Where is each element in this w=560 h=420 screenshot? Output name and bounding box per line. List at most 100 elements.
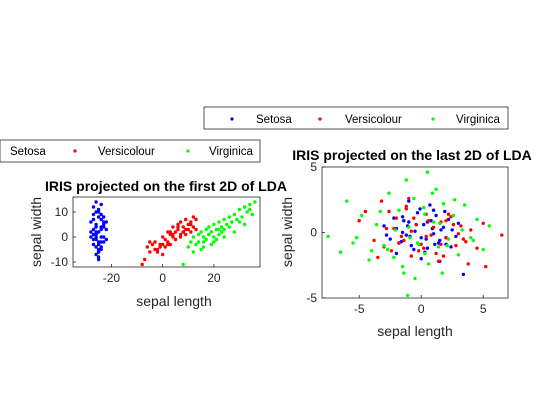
point-virginica (194, 242, 198, 247)
point-versicolour (399, 234, 404, 239)
point-setosa (89, 235, 93, 239)
point-virginica (204, 237, 208, 242)
point-virginica (214, 237, 219, 242)
point-virginica (253, 200, 257, 204)
point-versicolour (181, 230, 185, 234)
point-setosa (456, 221, 461, 225)
legend-right-setosa: Setosa (256, 114, 292, 126)
point-setosa (102, 235, 106, 239)
plot-left-ytick-label: -10 (51, 255, 69, 269)
point-virginica (430, 191, 435, 195)
point-setosa (96, 257, 101, 262)
point-setosa (96, 207, 101, 212)
point-setosa (446, 217, 451, 222)
point-virginica (250, 212, 254, 217)
plot-right-xtick-label: 5 (480, 302, 487, 316)
point-virginica (201, 245, 206, 249)
plot-right-ytick-label: 0 (310, 226, 317, 240)
point-virginica (408, 236, 412, 240)
plot-right-ylabel: sepal width (279, 197, 295, 267)
plot-right-ticks: -5 0 5 -5 0 5 (306, 160, 487, 316)
point-virginica (219, 225, 224, 229)
point-versicolour (168, 242, 172, 247)
point-versicolour (409, 229, 413, 233)
point-virginica (446, 237, 451, 241)
point-virginica (217, 232, 221, 237)
point-setosa (104, 227, 109, 232)
point-virginica (369, 249, 374, 253)
point-setosa (438, 238, 442, 243)
plot-left-ytick-label: 0 (61, 230, 68, 244)
legend-left-versicolour: Versicolour (98, 146, 155, 158)
point-versicolour (184, 217, 188, 222)
point-virginica (204, 227, 208, 232)
point-virginica (196, 232, 201, 237)
point-versicolour (171, 235, 175, 239)
point-versicolour (466, 262, 470, 266)
plot-right-points (326, 170, 504, 298)
point-versicolour (148, 250, 152, 254)
point-virginica (222, 235, 226, 239)
point-versicolour (379, 199, 384, 203)
point-versicolour (439, 242, 443, 246)
point-versicolour (417, 249, 421, 253)
point-setosa (89, 220, 93, 224)
point-setosa (407, 220, 411, 224)
point-versicolour (424, 234, 428, 239)
plot-left-xtick-label: 0 (159, 271, 166, 285)
point-virginica (209, 230, 213, 234)
point-versicolour (363, 209, 368, 214)
point-setosa (91, 205, 96, 209)
point-versicolour (397, 241, 401, 245)
point-setosa (96, 242, 101, 247)
point-virginica (201, 235, 206, 239)
point-setosa (96, 240, 101, 244)
point-setosa (94, 252, 98, 257)
point-virginica (219, 230, 224, 234)
point-virginica (186, 245, 190, 249)
point-versicolour (194, 217, 198, 222)
point-versicolour (189, 222, 193, 227)
point-setosa (99, 212, 103, 217)
point-virginica (225, 222, 229, 227)
point-virginica (230, 220, 234, 224)
legend-left-versicolour-marker (186, 149, 190, 153)
point-versicolour (184, 232, 188, 237)
point-setosa (428, 203, 432, 207)
point-versicolour (150, 242, 155, 247)
point-versicolour (404, 207, 408, 211)
point-setosa (96, 247, 101, 252)
point-virginica (387, 191, 391, 195)
point-setosa (429, 219, 433, 223)
point-versicolour (161, 252, 165, 257)
point-virginica (481, 247, 485, 252)
point-virginica (386, 247, 390, 252)
point-versicolour (158, 242, 162, 247)
plot-right-title: IRIS projected on the last 2D of LDA (292, 147, 532, 163)
point-virginica (397, 208, 401, 212)
plot-right: IRIS projected on the last 2D of LDA -5 0… (279, 147, 532, 339)
plot-left-xtick-label: -20 (103, 271, 121, 285)
plot-left-axes-box (72, 196, 261, 268)
point-virginica (232, 230, 237, 234)
point-versicolour (168, 230, 172, 234)
point-virginica (360, 213, 364, 218)
point-setosa (449, 245, 453, 249)
point-versicolour (166, 230, 170, 234)
point-setosa (439, 228, 443, 232)
point-versicolour (451, 222, 456, 227)
legend-right-setosa-marker (230, 117, 234, 121)
point-versicolour (481, 221, 485, 225)
point-virginica (181, 262, 185, 267)
point-virginica (237, 207, 242, 212)
point-setosa (382, 224, 386, 228)
plot-right-xlabel: sepal length (377, 323, 453, 339)
plot-right-xtick-label: -5 (354, 302, 365, 316)
plot-left-ticks: -20 0 20 -10 0 10 (51, 205, 221, 285)
point-versicolour (441, 254, 446, 258)
point-virginica (240, 215, 244, 219)
point-versicolour (387, 209, 391, 214)
point-versicolour (178, 220, 183, 224)
point-versicolour (446, 212, 451, 216)
point-virginica (227, 225, 231, 229)
